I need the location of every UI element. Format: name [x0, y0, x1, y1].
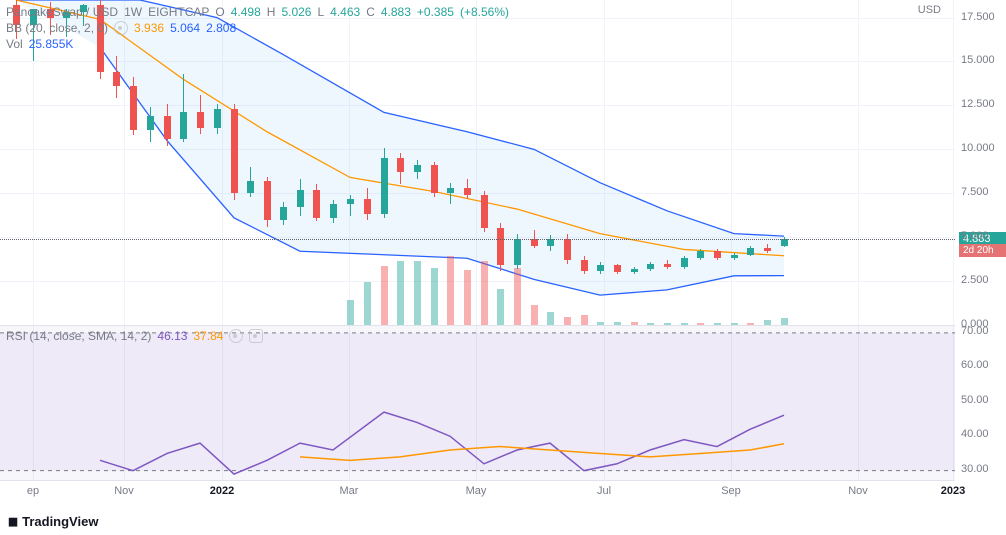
time-axis[interactable]: epNov2022MarMayJulSepNov2023	[0, 480, 955, 506]
main-price-pane[interactable]: PancakeSwap / USD 1W EIGHTCAP O4.498 H5.…	[0, 0, 955, 325]
price-axis[interactable]: 4.883 2d 20h 0.0002.5005.0007.50010.0001…	[955, 0, 1006, 325]
rsi-axis[interactable]: 30.0040.0050.0060.0070.00	[955, 325, 1006, 480]
volume-bar	[397, 261, 404, 325]
settings-icon[interactable]	[249, 329, 263, 343]
volume-bar	[581, 315, 588, 325]
rsi-legend: RSI (14, close, SMA, 14, 2) 46.13 37.84	[6, 329, 263, 343]
rsi-pane[interactable]: RSI (14, close, SMA, 14, 2) 46.13 37.84	[0, 325, 955, 480]
volume-bar	[447, 256, 454, 325]
volume-bar	[781, 318, 788, 325]
main-legend: PancakeSwap / USD 1W EIGHTCAP O4.498 H5.…	[6, 4, 509, 52]
volume-bar	[497, 289, 504, 325]
volume-bar	[414, 261, 421, 325]
tradingview-attribution[interactable]: TradingView	[8, 514, 98, 529]
chart-container[interactable]: PancakeSwap / USD 1W EIGHTCAP O4.498 H5.…	[0, 0, 1006, 535]
rsi-overlay	[0, 326, 955, 481]
visibility-icon[interactable]	[229, 329, 243, 343]
volume-bar	[381, 266, 388, 325]
volume-bar	[347, 300, 354, 325]
volume-bar	[531, 305, 538, 325]
volume-bar	[431, 268, 438, 325]
volume-bar	[564, 317, 571, 325]
last-price-line	[0, 239, 955, 240]
volume-bar	[514, 268, 521, 325]
symbol-label: PancakeSwap / USD	[6, 4, 118, 20]
countdown-badge: 2d 20h	[959, 244, 1006, 257]
volume-bar	[464, 270, 471, 325]
volume-bar	[364, 282, 371, 325]
volume-bar	[481, 261, 488, 325]
price-unit: USD	[918, 4, 941, 16]
volume-bar	[547, 312, 554, 325]
visibility-icon[interactable]	[114, 21, 128, 35]
